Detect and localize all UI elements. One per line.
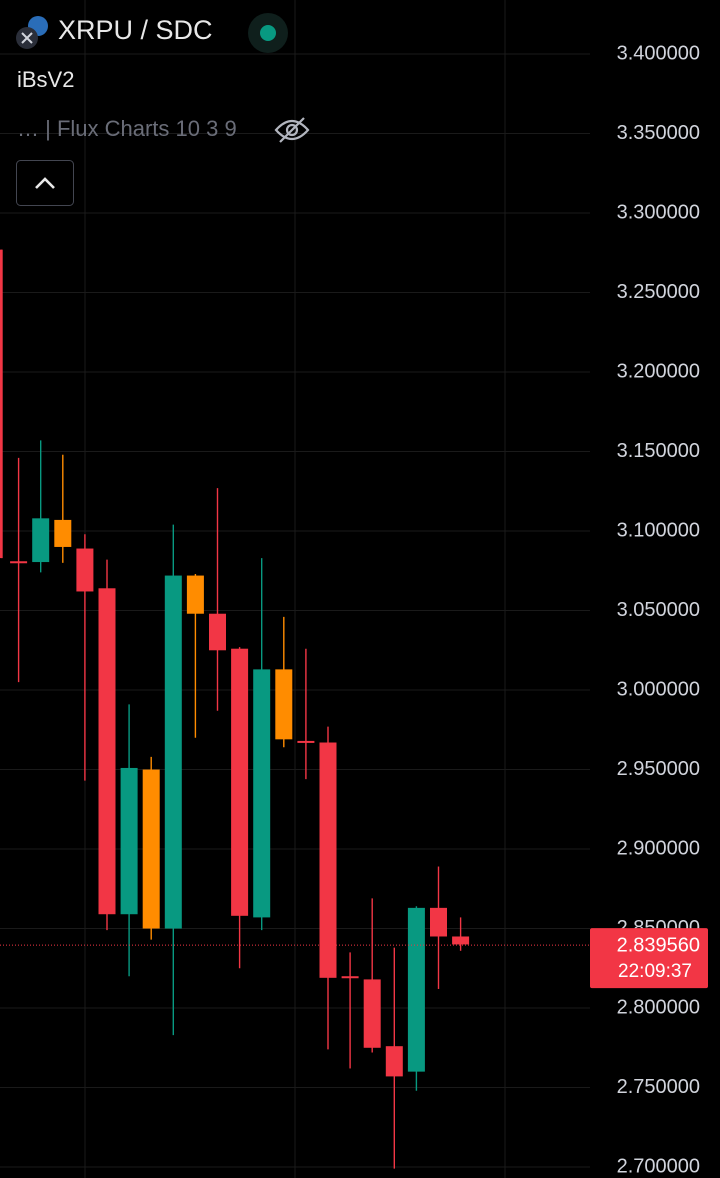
status-dot — [260, 25, 276, 41]
collapse-icon — [35, 177, 55, 189]
y-tick-label: 3.100000 — [617, 519, 700, 541]
candle-body — [319, 742, 337, 978]
candle-body — [209, 613, 226, 651]
y-tick-label: 2.700000 — [617, 1155, 700, 1177]
candle-body — [363, 979, 381, 1048]
candle-body — [407, 907, 425, 1072]
collapse-button[interactable] — [16, 160, 74, 206]
y-tick-label: 3.200000 — [617, 360, 700, 382]
y-tick-label: 3.000000 — [617, 678, 700, 700]
y-tick-label: 2.800000 — [617, 996, 700, 1018]
candle-body — [98, 588, 116, 915]
candle-body — [297, 740, 315, 743]
candle-body — [452, 936, 470, 945]
candle-body — [341, 976, 359, 979]
candle-body — [253, 669, 271, 918]
close-icon — [21, 32, 33, 44]
eye-pupil — [285, 123, 299, 137]
y-tick-label: 2.900000 — [617, 837, 700, 859]
eye-slash — [279, 117, 305, 143]
y-tick-label: 3.400000 — [617, 42, 700, 64]
candle-body — [142, 769, 160, 929]
countdown-label: 22:09:37 — [618, 961, 692, 982]
candle-body — [54, 519, 72, 547]
candle-body — [76, 548, 94, 592]
y-axis: 3.400000 3.350000 3.300000 3.250000 3.200000… — [617, 42, 700, 1177]
candle-body — [164, 575, 182, 929]
price-overlay: 2.839560 22:09:37 — [0, 928, 708, 989]
candle-body — [0, 249, 2, 559]
y-tick-label: 3.050000 — [617, 599, 700, 621]
candle-body — [430, 907, 447, 937]
chart-title: XRPU / SDC — [58, 15, 213, 45]
visibility-toggle[interactable] — [274, 117, 310, 143]
y-tick-label: 3.150000 — [617, 440, 700, 462]
chart-subtitle: iBsV2 — [17, 67, 74, 92]
last-price-tag — [590, 928, 708, 989]
candle-body — [231, 648, 249, 916]
y-tick-label: 2.950000 — [617, 758, 700, 780]
y-tick-label: 3.250000 — [617, 281, 700, 303]
y-tick-label: 3.300000 — [617, 201, 700, 223]
last-price-label: 2.839560 — [617, 934, 700, 956]
candle-body — [385, 1046, 403, 1077]
indicator-label: … | Flux Charts 10 3 9 — [17, 116, 237, 141]
vertical-grid — [84, 0, 506, 1178]
y-tick-label: 2.750000 — [617, 1076, 700, 1098]
candle-body — [32, 518, 50, 563]
candle-body — [10, 561, 28, 564]
candles — [0, 249, 470, 1169]
y-tick-label: 3.350000 — [617, 122, 700, 144]
candle-body — [120, 767, 138, 915]
candle-body — [275, 669, 293, 740]
candle-body — [186, 575, 204, 614]
